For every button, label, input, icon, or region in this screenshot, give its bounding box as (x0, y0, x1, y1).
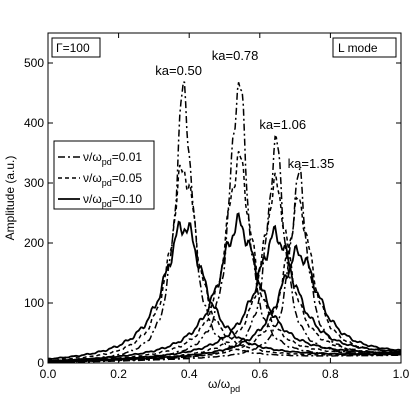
series-line (47, 244, 402, 363)
x-axis-title: ω/ωpd (208, 377, 240, 394)
y-tick-label: 0 (37, 356, 44, 370)
y-tick-label: 100 (24, 296, 44, 310)
y-tick-label: 500 (24, 56, 44, 70)
mode-box-frame (332, 37, 397, 58)
legend-entry-suffix: =0.05 (112, 171, 143, 185)
annotations-group: ka=0.50 ka=0.78 ka=1.06 ka=1.35 (155, 48, 334, 171)
legend-entry-label: ν/ωpd=0.01 (83, 150, 142, 167)
x-axis-title-sub: pd (230, 384, 240, 394)
legend-entry-suffix: =0.10 (112, 192, 143, 206)
peak-annotation: ka=1.06 (259, 117, 306, 132)
legend-entry-suffix: =0.01 (112, 150, 143, 164)
x-tick-label: 1.0 (393, 367, 410, 381)
x-tick-label: 0.4 (181, 367, 198, 381)
series-line (47, 212, 402, 362)
series-line (47, 164, 402, 361)
legend-entry-label: ν/ωpd=0.10 (83, 192, 142, 209)
legend-entry-prefix: ν/ω (83, 192, 102, 206)
x-tick-label: 0.8 (322, 367, 339, 381)
gamma-box-frame (51, 37, 101, 58)
series-line (47, 80, 402, 363)
legend-entry-sub: pd (102, 199, 112, 209)
curves-group (47, 80, 402, 364)
peak-annotation: ka=0.78 (212, 48, 259, 63)
y-tick-label: 300 (24, 176, 44, 190)
x-axis-title-main: ω/ω (208, 377, 230, 391)
legend-frame (53, 140, 155, 210)
y-tick-label: 200 (24, 236, 44, 250)
y-tick-label: 400 (24, 116, 44, 130)
legend-entry-label: ν/ωpd=0.05 (83, 171, 142, 188)
x-tick-label: 0.2 (110, 367, 127, 381)
x-ticks-group: 0.0 0.2 0.4 0.6 0.8 1.0 (40, 33, 410, 381)
mode-box-label: L mode (338, 41, 378, 55)
series-line (47, 168, 402, 364)
series-line (47, 82, 402, 363)
legend: ν/ωpd=0.01ν/ωpd=0.05ν/ωpd=0.10 (53, 140, 155, 210)
series-line (47, 224, 402, 363)
legend-entry-prefix: ν/ω (83, 171, 102, 185)
peak-annotation: ka=0.50 (155, 63, 202, 78)
legend-entry-sub: pd (102, 178, 112, 188)
peak-annotation: ka=1.35 (288, 156, 335, 171)
mode-box: L mode (332, 37, 397, 58)
gamma-box: Γ=100 (51, 37, 101, 58)
gamma-box-label: Γ=100 (56, 41, 90, 55)
y-axis-title: Amplitude (a.u.) (3, 156, 17, 241)
legend-entry-prefix: ν/ω (83, 150, 102, 164)
legend-entry-sub: pd (102, 157, 112, 167)
x-tick-label: 0.0 (40, 367, 57, 381)
x-tick-label: 0.6 (251, 367, 268, 381)
y-ticks-group: 0 100 200 300 400 500 (24, 56, 401, 370)
